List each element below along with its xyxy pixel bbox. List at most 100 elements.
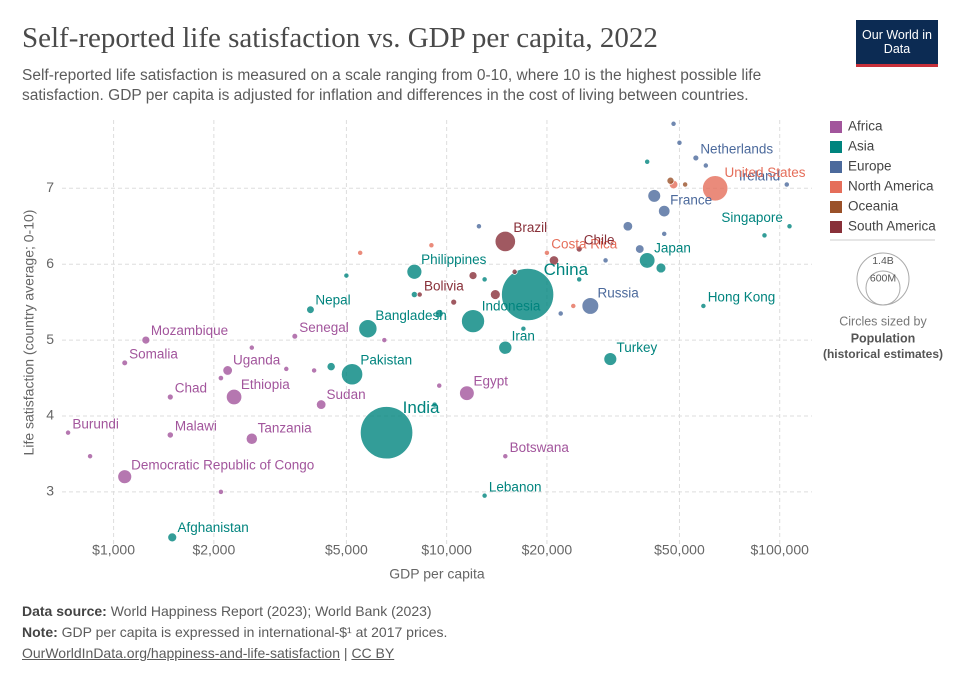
bubble — [217, 488, 224, 495]
source-label: Data source: — [22, 603, 107, 619]
link-line: OurWorldInData.org/happiness-and-life-sa… — [22, 643, 447, 664]
bubble — [543, 249, 550, 256]
y-tick-label: 3 — [46, 483, 54, 499]
note-label: Note: — [22, 624, 58, 640]
point-label: Indonesia — [482, 299, 541, 314]
separator: | — [343, 645, 348, 661]
point-label: Russia — [597, 286, 639, 301]
bubble — [575, 245, 583, 253]
bubble — [502, 453, 509, 460]
bubble — [468, 271, 478, 280]
bubble — [702, 162, 709, 169]
bubble — [557, 310, 564, 317]
bubble — [291, 333, 299, 340]
point-label: Bolivia — [424, 278, 464, 293]
bubble — [670, 120, 677, 127]
bubble — [410, 291, 418, 299]
source: World Happiness Report (2023); World Ban… — [110, 603, 432, 619]
point-label: Somalia — [129, 346, 178, 361]
point-label: Ireland — [739, 168, 780, 183]
bubble — [490, 289, 501, 300]
bubble — [245, 432, 258, 445]
bubble — [783, 181, 790, 188]
y-tick-label: 4 — [46, 407, 54, 423]
point-label: United States — [725, 165, 806, 180]
bubble — [700, 302, 707, 309]
bubble — [87, 453, 94, 460]
bubble — [406, 263, 423, 280]
bubble — [570, 302, 577, 309]
bubble — [65, 429, 72, 436]
bubble — [682, 181, 689, 188]
point-label: Turkey — [617, 340, 658, 355]
footer: Data source: World Happiness Report (202… — [22, 601, 447, 664]
bubble — [167, 532, 178, 543]
size-legend-label: 600M — [870, 273, 896, 285]
point-label: India — [403, 398, 440, 417]
bubble — [644, 158, 651, 165]
x-tick-label: $5,000 — [325, 542, 368, 558]
size-legend-note: (historical estimates) — [823, 347, 943, 361]
bubble — [316, 399, 327, 410]
title: Self-reported life satisfaction vs. GDP … — [22, 22, 658, 54]
bubble — [655, 262, 667, 274]
bubble — [217, 374, 224, 382]
bubble — [343, 272, 350, 279]
y-tick-label: 7 — [46, 179, 54, 195]
bubble — [498, 340, 513, 355]
x-tick-label: $20,000 — [522, 542, 573, 558]
point-label: Lebanon — [489, 479, 542, 494]
point-label: Chile — [584, 232, 615, 247]
point-label: Netherlands — [700, 141, 773, 156]
bubble — [603, 352, 618, 366]
point-label: Chad — [175, 381, 207, 396]
bubble — [283, 365, 290, 372]
point-label: Philippines — [421, 252, 487, 267]
bubble — [666, 176, 675, 185]
bubble — [436, 382, 443, 389]
bubble — [786, 223, 793, 230]
point-label: Iran — [512, 329, 535, 344]
point-label: Burundi — [72, 416, 119, 431]
bubble — [581, 297, 600, 315]
point-label: Mozambique — [151, 323, 228, 338]
x-tick-label: $10,000 — [421, 542, 472, 558]
x-axis-label: GDP per capita — [389, 566, 485, 582]
bubble — [121, 359, 128, 367]
bubble — [222, 365, 233, 376]
size-legend-variable: Population — [851, 331, 916, 345]
point-label: China — [544, 260, 589, 279]
legend-swatch — [830, 181, 842, 193]
bubble — [639, 252, 656, 269]
logo[interactable]: Our World in Data — [856, 20, 938, 67]
bubble — [602, 257, 609, 264]
bubble — [661, 230, 668, 237]
bubble — [692, 154, 700, 162]
bubble — [450, 298, 458, 306]
bubble — [326, 362, 336, 372]
x-tick-label: $50,000 — [654, 542, 705, 558]
license[interactable]: CC BY — [351, 645, 395, 661]
y-tick-label: 6 — [46, 255, 54, 271]
bubble — [761, 232, 768, 239]
bubble — [358, 319, 378, 339]
link[interactable]: OurWorldInData.org/happiness-and-life-sa… — [22, 645, 341, 661]
bubble — [248, 344, 255, 351]
legend-swatch — [830, 141, 842, 153]
bubble — [520, 325, 527, 332]
source-line: Data source: World Happiness Report (202… — [22, 601, 447, 622]
bubble — [622, 221, 633, 232]
legend-label: Africa — [848, 119, 883, 134]
point-label: Pakistan — [360, 352, 412, 367]
bubble — [702, 175, 729, 202]
size-legend-circle — [865, 270, 901, 306]
legend-label: Oceania — [848, 199, 899, 214]
legend-swatch — [830, 121, 842, 133]
point-label: Nepal — [315, 293, 350, 308]
point-label: Democratic Republic of Congo — [131, 457, 314, 472]
bubble — [475, 223, 482, 230]
bubble — [357, 249, 364, 256]
point-label: Malawi — [175, 418, 217, 433]
